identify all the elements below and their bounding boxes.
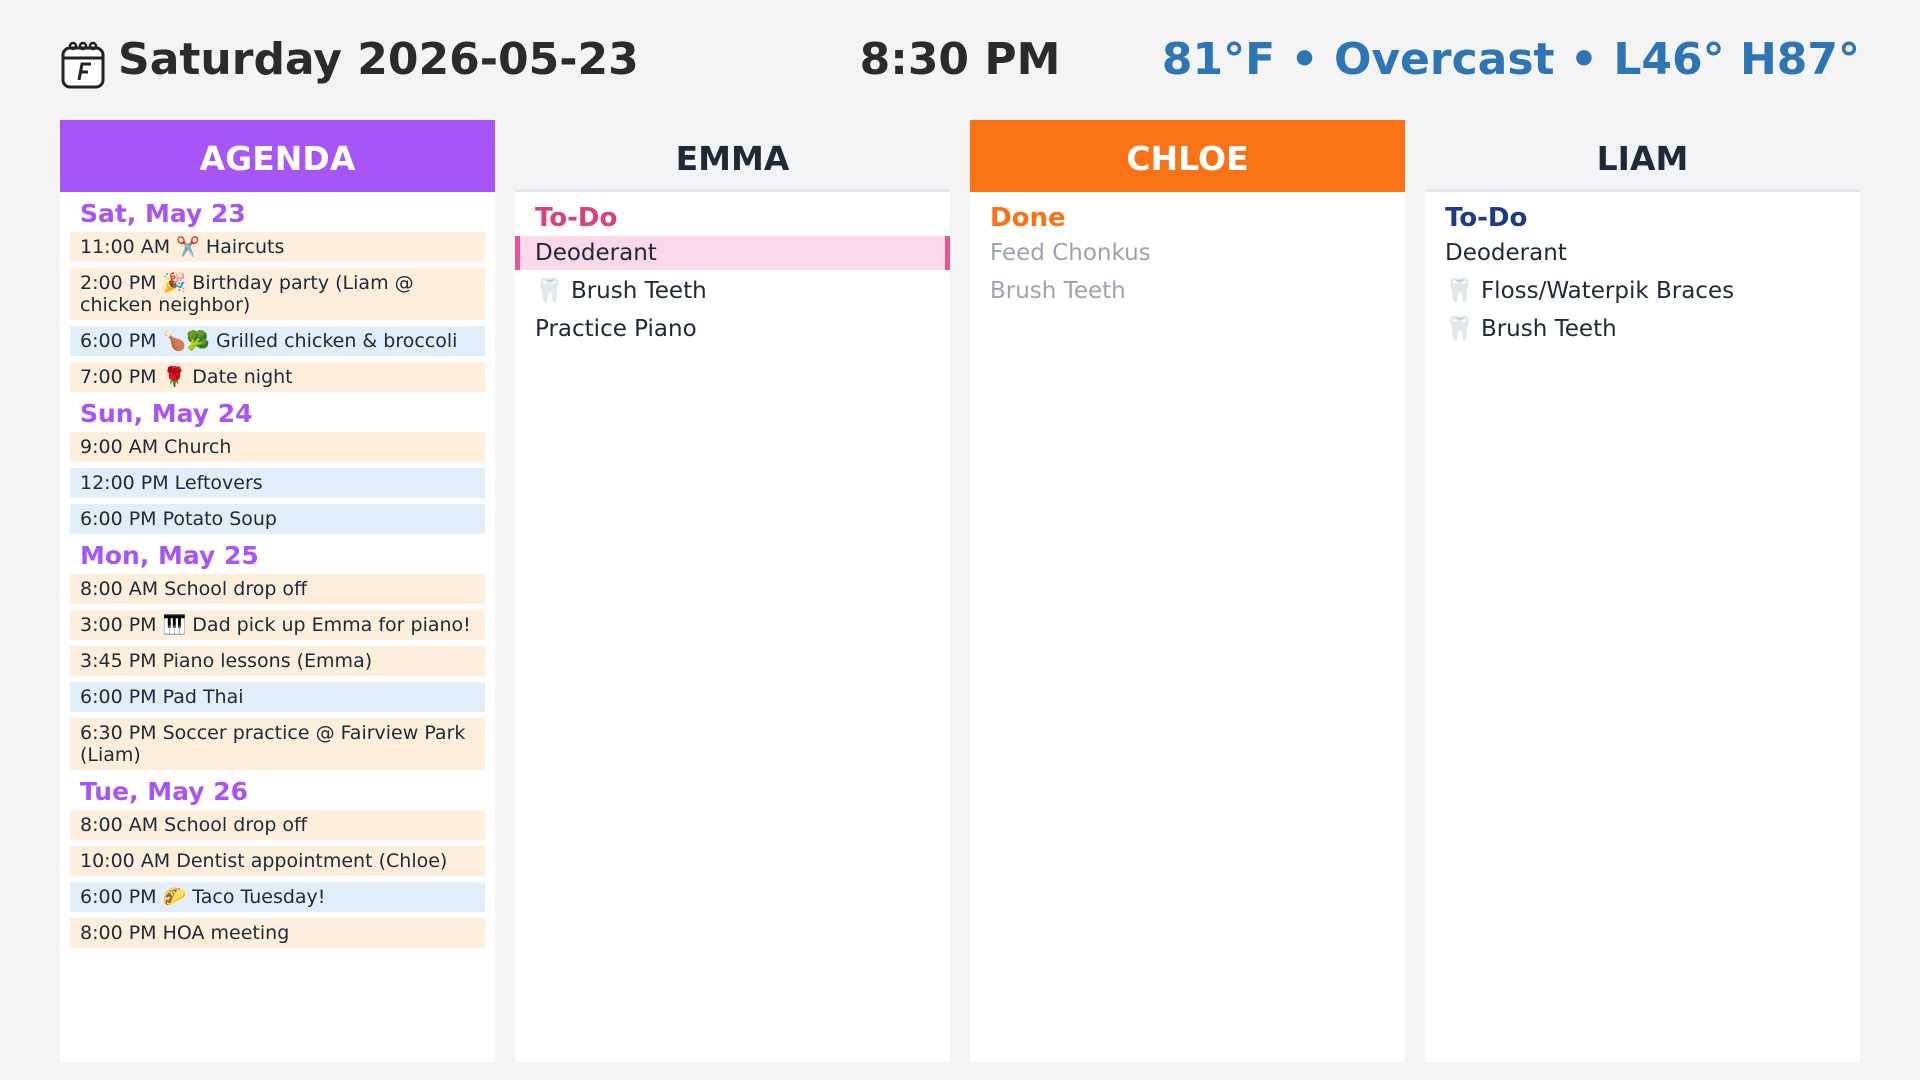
event: 6:00 PM Potato Soup — [70, 504, 485, 534]
day-heading: Sat, May 23 — [80, 199, 246, 228]
task[interactable]: 🦷 Floss/Waterpik Braces — [1445, 278, 1735, 304]
person-column: CHLOE Done Feed Chonkus Brush Teeth — [970, 120, 1405, 1062]
time: 8:30 PM — [859, 34, 1061, 85]
event: 7:00 PM 🌹 Date night — [70, 362, 485, 392]
person-column: EMMA To-Do Deoderant 🦷 Brush Teeth Practice … — [515, 120, 950, 1062]
event: 3:00 PM 🎹 Dad pick up Emma for piano! — [70, 610, 485, 640]
section-heading: Done — [990, 203, 1066, 233]
column-header: EMMA — [515, 120, 950, 192]
event: 6:00 PM 🌮 Taco Tuesday! — [70, 882, 485, 912]
event: 6:00 PM 🍗🥦 Grilled chicken & broccoli — [70, 326, 485, 356]
column-header: CHLOE — [970, 120, 1405, 192]
columns: AGENDA Sat, May 23 11:00 AM ✂️ Haircuts 2:0… — [60, 120, 1860, 1062]
event: 2:00 PM 🎉 Birthday party (Liam @ chicken… — [70, 268, 485, 320]
event: 6:30 PM Soccer practice @ Fairview Park … — [70, 718, 485, 770]
column-header: LIAM — [1425, 120, 1860, 192]
event: 8:00 AM School drop off — [70, 574, 485, 604]
date: Saturday 2026-05-23 — [118, 34, 639, 85]
event: 6:00 PM Pad Thai — [70, 682, 485, 712]
event: 8:00 AM School drop off — [70, 810, 485, 840]
task[interactable]: Deoderant — [515, 236, 950, 270]
person-column: LIAM To-Do Deoderant 🦷 Floss/Waterpik Brace… — [1425, 120, 1860, 1062]
task[interactable]: Feed Chonkus — [990, 240, 1151, 266]
day-heading: Sun, May 24 — [80, 399, 253, 428]
event: 3:45 PM Piano lessons (Emma) — [70, 646, 485, 676]
event: 11:00 AM ✂️ Haircuts — [70, 232, 485, 262]
task[interactable]: Brush Teeth — [990, 278, 1126, 304]
task[interactable]: Deoderant — [1445, 240, 1567, 266]
weather: 81°F • Overcast • L46° H87° — [1161, 34, 1860, 85]
calendar-icon — [61, 41, 105, 89]
event: 12:00 PM Leftovers — [70, 468, 485, 498]
column-header: AGENDA — [60, 120, 495, 192]
task[interactable]: Practice Piano — [535, 316, 697, 342]
event: 9:00 AM Church — [70, 432, 485, 462]
task[interactable]: 🦷 Brush Teeth — [1445, 316, 1617, 342]
day-heading: Mon, May 25 — [80, 541, 259, 570]
section-heading: To-Do — [1445, 203, 1528, 233]
day-heading: Tue, May 26 — [80, 777, 249, 806]
event: 10:00 AM Dentist appointment (Chloe) — [70, 846, 485, 876]
event: 8:00 PM HOA meeting — [70, 918, 485, 948]
section-heading: To-Do — [535, 203, 618, 233]
agenda-column: AGENDA Sat, May 23 11:00 AM ✂️ Haircuts 2:0… — [60, 120, 495, 1062]
task[interactable]: 🦷 Brush Teeth — [535, 278, 707, 304]
